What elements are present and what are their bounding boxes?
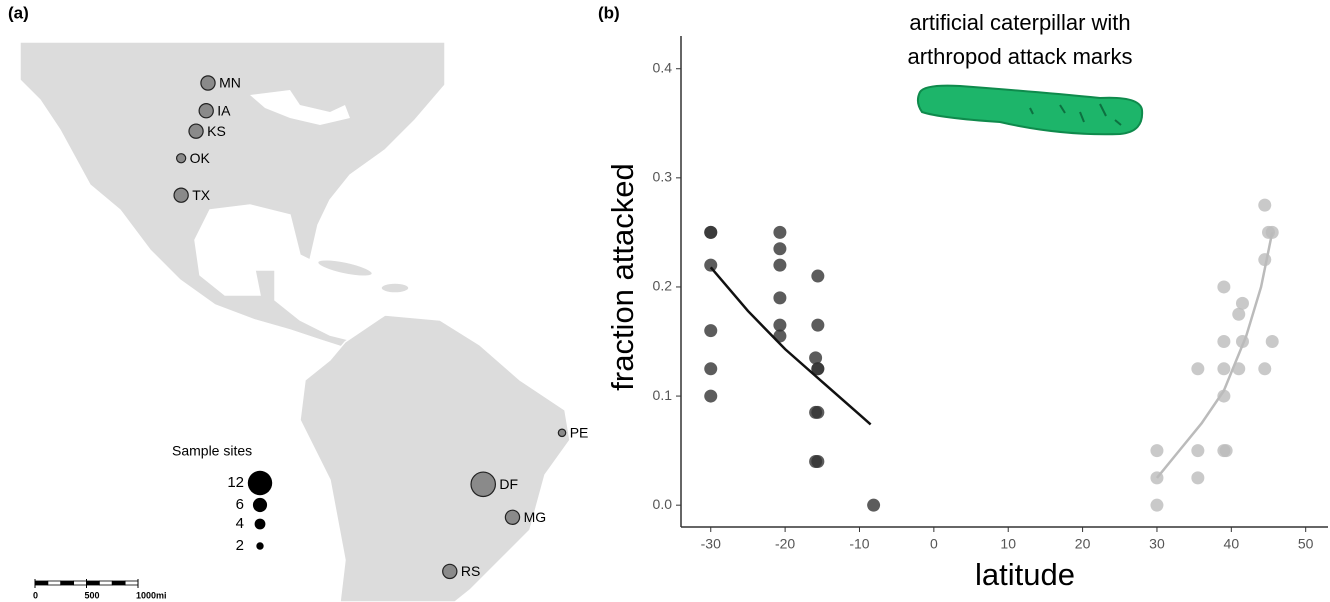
hispaniola [381, 283, 409, 293]
x-axis-title: latitude [975, 557, 1075, 592]
x-tick-label: -20 [775, 536, 795, 552]
scale-segment [125, 581, 138, 585]
point [1150, 444, 1163, 457]
site-label: TX [192, 187, 211, 203]
point [773, 226, 786, 239]
legend-dot [248, 471, 272, 495]
point [1217, 280, 1230, 293]
point [811, 319, 824, 332]
y-axis-title: fraction attacked [605, 163, 640, 390]
site [189, 124, 203, 138]
map-land [20, 42, 570, 602]
y-tick-label: 0.4 [653, 59, 673, 75]
y-tick-label: 0.0 [653, 496, 673, 512]
point [1191, 444, 1204, 457]
site-label: MN [219, 75, 241, 91]
site-label: MG [524, 509, 547, 525]
site-label: DF [499, 476, 518, 492]
point [1191, 362, 1204, 375]
legend-label: 4 [236, 515, 244, 532]
legend-dot [255, 519, 266, 530]
caterpillar-image [918, 86, 1142, 135]
point [704, 390, 717, 403]
point [811, 270, 824, 283]
site-label: OK [190, 150, 211, 166]
scale-label: 1000mi [136, 590, 167, 600]
x-tick-label: 20 [1075, 536, 1091, 552]
point [704, 324, 717, 337]
legend-title: Sample sites [172, 443, 252, 459]
scale-segment [48, 581, 61, 585]
site [177, 154, 186, 163]
scale-segment [74, 581, 87, 585]
point [811, 406, 824, 419]
x-tick-label: 30 [1149, 536, 1165, 552]
site [443, 564, 457, 578]
point [773, 242, 786, 255]
site [558, 429, 565, 436]
site-label: PE [570, 425, 589, 441]
point [704, 259, 717, 272]
x-tick-label: 50 [1298, 536, 1314, 552]
legend-label: 6 [236, 496, 244, 513]
point [1150, 499, 1163, 512]
x-tick-label: 0 [930, 536, 938, 552]
panel-label: (b) [598, 3, 620, 22]
legend-dot [256, 542, 263, 549]
point [1236, 297, 1249, 310]
point [1217, 335, 1230, 348]
y-tick-label: 0.2 [653, 278, 673, 294]
point [1217, 444, 1230, 457]
point [811, 455, 824, 468]
site [471, 472, 495, 496]
site [201, 76, 215, 90]
point [1258, 362, 1271, 375]
point [773, 259, 786, 272]
scale-label: 500 [85, 590, 100, 600]
fit-line [711, 267, 871, 424]
x-tick-label: -30 [701, 536, 721, 552]
annotation: artificial caterpillar with [909, 10, 1130, 35]
site-label: IA [217, 102, 231, 118]
point [1258, 199, 1271, 212]
scale-segment [99, 581, 112, 585]
site [505, 510, 519, 524]
cuba [316, 256, 373, 279]
panel-label: (a) [8, 3, 29, 22]
page: (a)MNIAKSOKTXPEDFMGRSSample sites1264205… [0, 0, 1330, 602]
scale-segment [61, 581, 74, 585]
y-tick-label: 0.1 [653, 387, 673, 403]
point [1266, 335, 1279, 348]
scale-segment [35, 581, 48, 585]
x-tick-label: -10 [849, 536, 869, 552]
site-label: RS [461, 563, 480, 579]
scale-segment [87, 581, 100, 585]
figure: (a)MNIAKSOKTXPEDFMGRSSample sites1264205… [0, 0, 1330, 602]
legend-label: 12 [227, 474, 244, 491]
legend-label: 2 [236, 537, 244, 554]
point [867, 499, 880, 512]
scale-segment [112, 581, 125, 585]
point [809, 351, 822, 364]
south-america [300, 315, 570, 602]
point [1217, 362, 1230, 375]
point [773, 291, 786, 304]
y-tick-label: 0.3 [653, 169, 673, 185]
point [704, 226, 717, 239]
x-tick-label: 40 [1224, 536, 1240, 552]
site [199, 104, 213, 118]
legend-dot [253, 498, 267, 512]
annotation: arthropod attack marks [908, 44, 1133, 69]
site [174, 188, 188, 202]
x-tick-label: 10 [1000, 536, 1016, 552]
point [1191, 471, 1204, 484]
site-label: KS [207, 123, 226, 139]
fit-line [1157, 232, 1272, 478]
point [704, 362, 717, 375]
scale-label: 0 [33, 590, 38, 600]
